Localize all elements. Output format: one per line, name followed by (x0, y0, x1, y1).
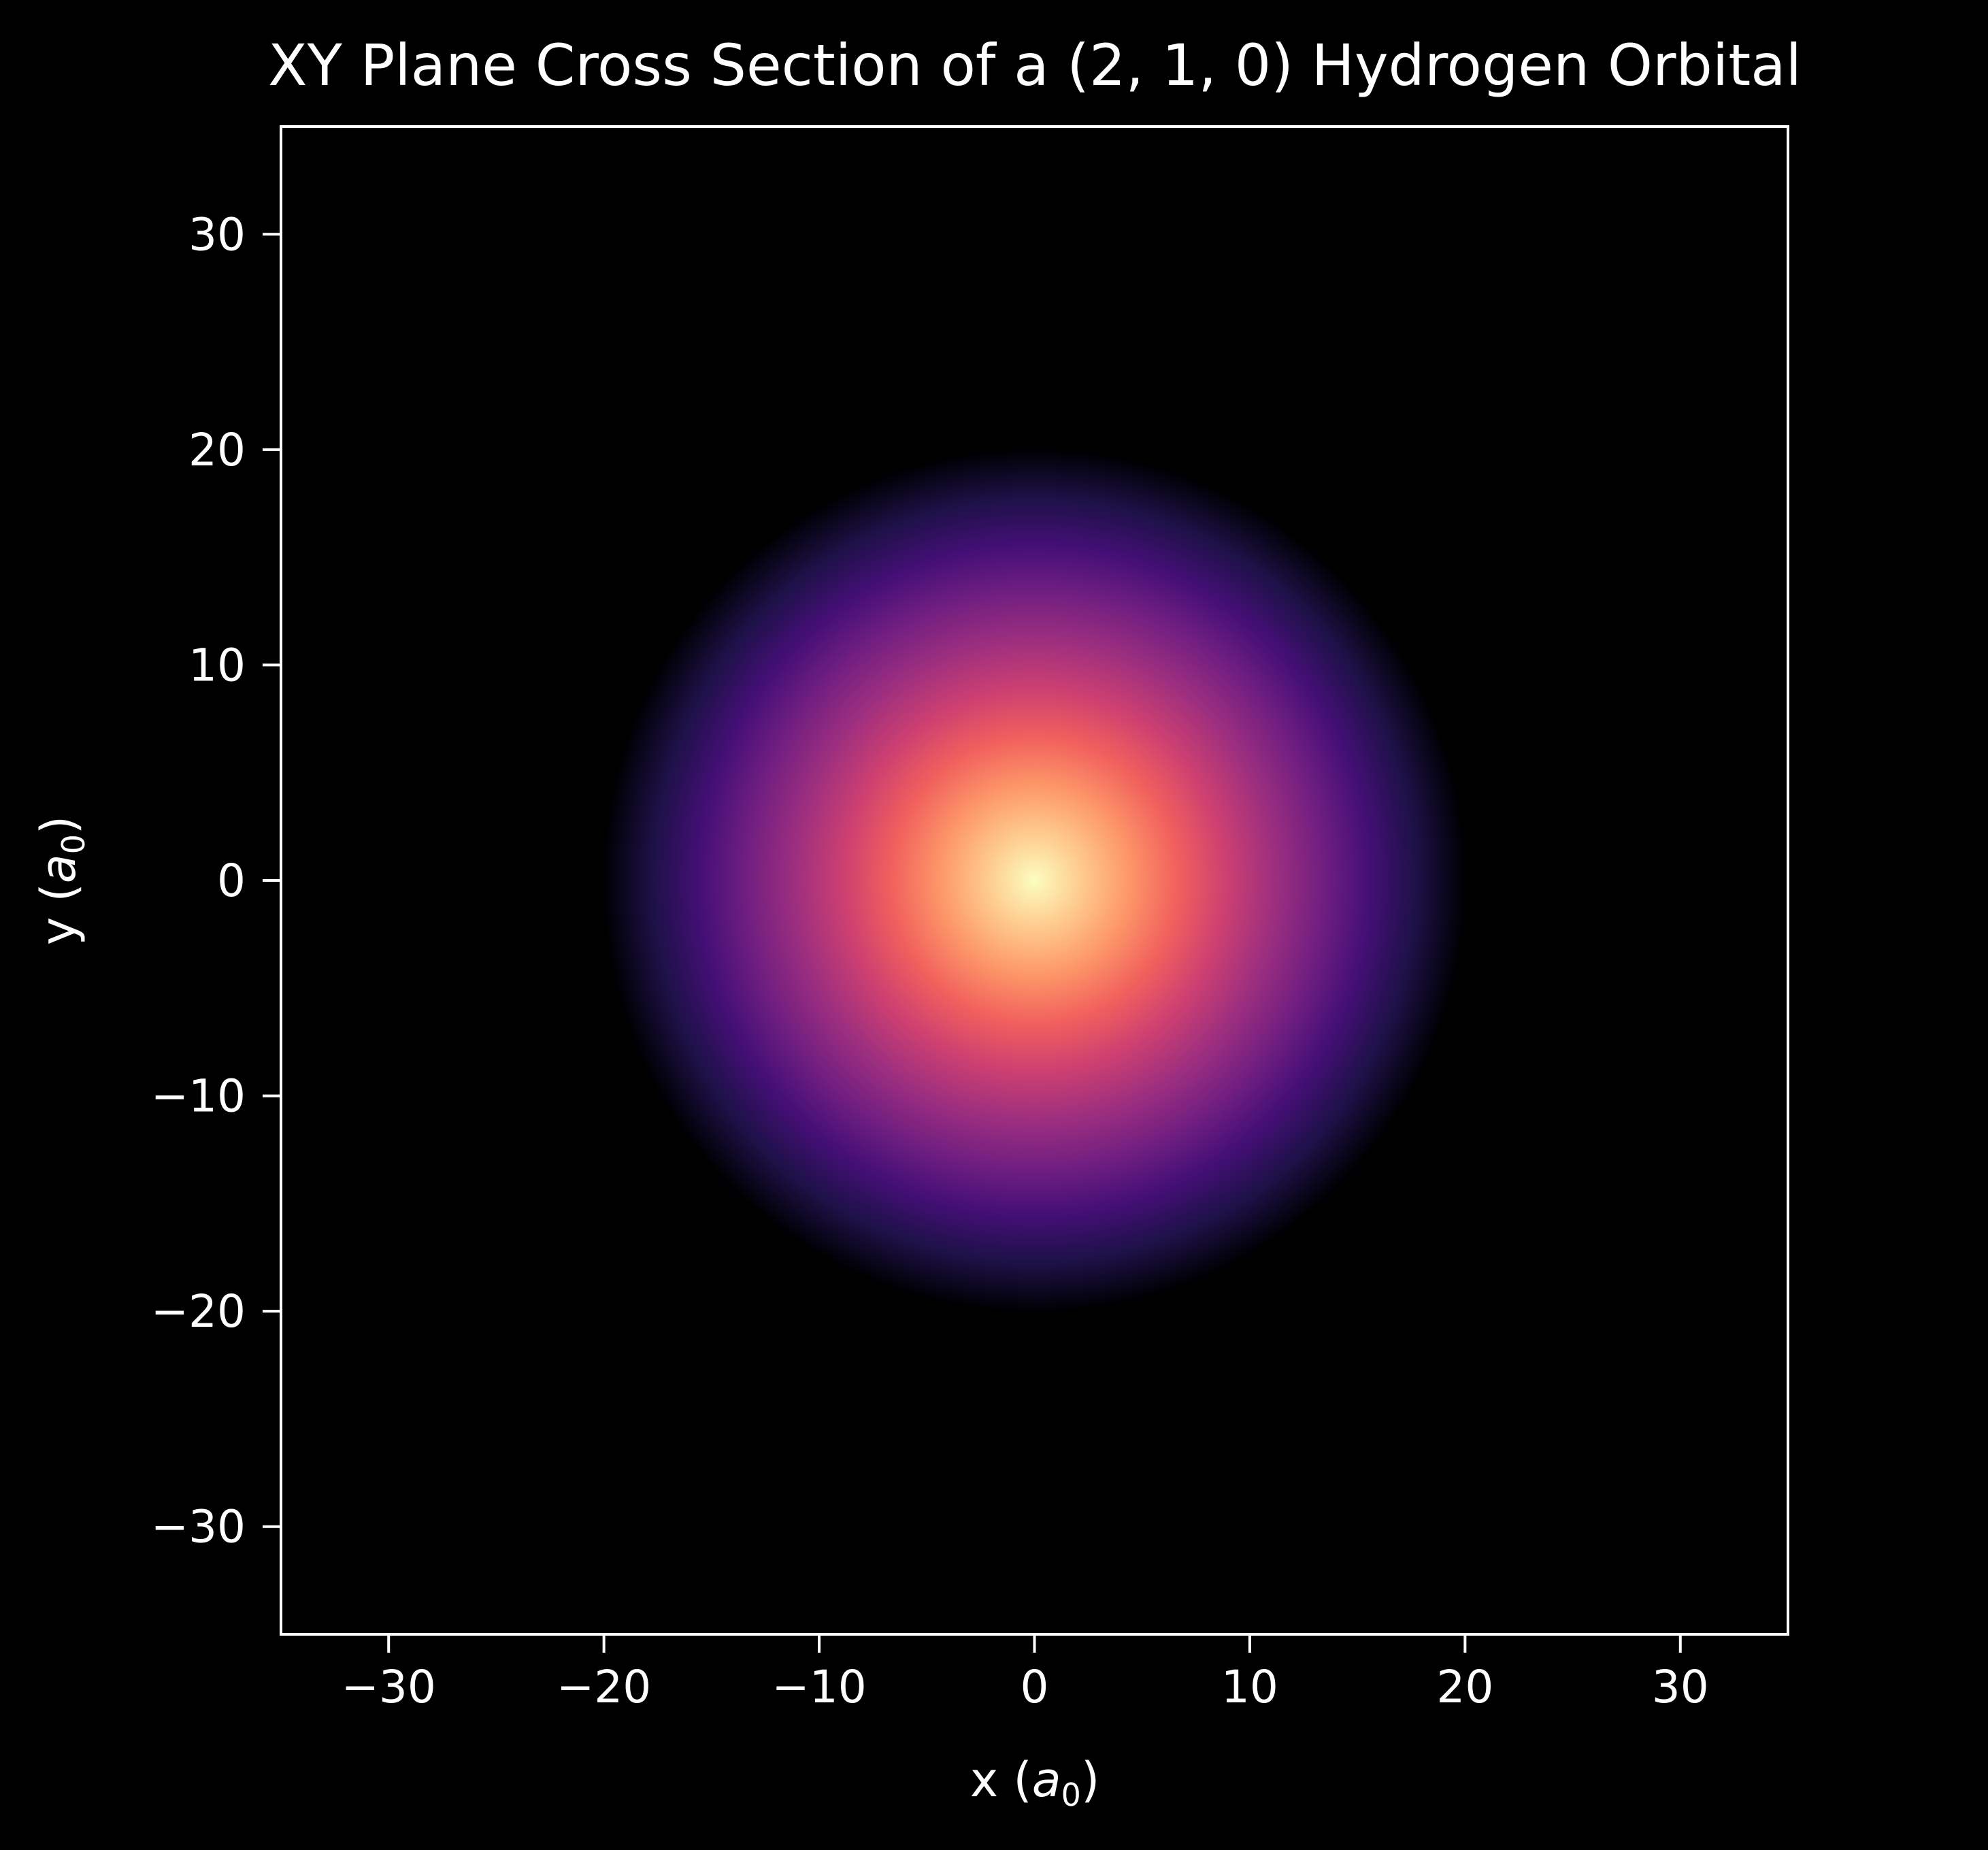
y-axis-label-base: y ( (31, 883, 86, 945)
y-axis-label-sub: 0 (55, 834, 92, 854)
y-axis-label-close: ) (31, 816, 86, 834)
y-axis-ticks: −30 −20 −10 0 10 20 30 (151, 208, 281, 1553)
y-tick-label: 20 (188, 424, 246, 476)
y-tick-label: 0 (217, 855, 246, 907)
y-tick-label: 30 (188, 208, 246, 261)
plot-area (280, 125, 1789, 1636)
x-axis-ticks: −30 −20 −10 0 10 20 30 (342, 1634, 1709, 1713)
x-axis-label-var: a (1032, 1752, 1061, 1808)
y-tick-label: −20 (151, 1285, 246, 1338)
chart-title: XY Plane Cross Section of a (2, 1, 0) Hy… (268, 32, 1802, 99)
x-axis-label-close: ) (1081, 1752, 1099, 1808)
x-tick-label: −10 (772, 1661, 866, 1713)
y-axis-label-var: a (31, 854, 86, 883)
x-axis-label-sub: 0 (1061, 1777, 1081, 1813)
x-tick-label: 20 (1436, 1661, 1493, 1713)
y-tick-label: 10 (188, 639, 246, 691)
x-axis-label-base: x ( (970, 1752, 1032, 1808)
x-tick-label: −30 (342, 1661, 436, 1713)
x-tick-label: 0 (1021, 1661, 1049, 1713)
x-tick-label: −20 (557, 1661, 651, 1713)
x-tick-label: 30 (1652, 1661, 1709, 1713)
x-axis-label: x (a0) (970, 1752, 1100, 1813)
y-tick-label: −10 (151, 1070, 246, 1123)
x-tick-label: 10 (1221, 1661, 1278, 1713)
y-tick-label: −30 (151, 1501, 246, 1553)
y-axis-label: y (a0) (31, 816, 92, 946)
orbital-density (603, 450, 1465, 1311)
